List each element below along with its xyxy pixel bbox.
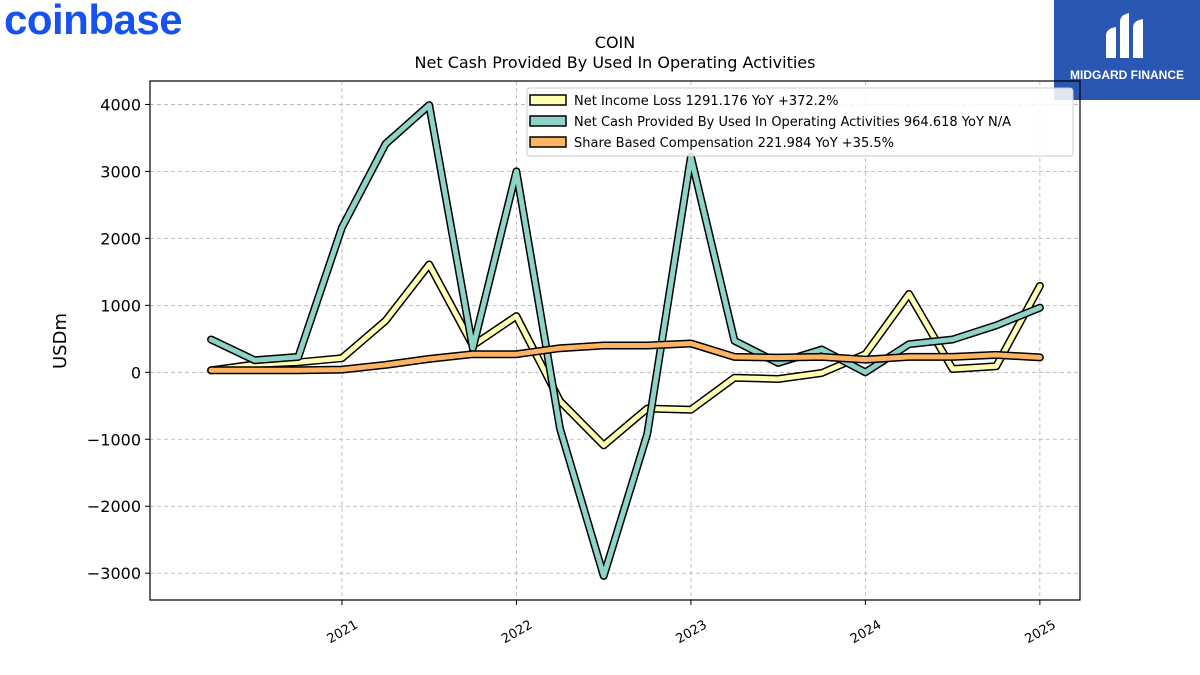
y-tick-label: −2000	[87, 497, 141, 516]
x-tick-label: 2021	[325, 618, 361, 648]
midgard-finance-logo: MIDGARD FINANCE	[1054, 0, 1200, 100]
y-axis-label: USDm	[50, 313, 71, 369]
x-tick-label: 2023	[674, 618, 710, 648]
x-tick-label: 2025	[1023, 618, 1059, 648]
plot-frame	[149, 80, 1081, 601]
x-tick-label: 2022	[499, 618, 535, 648]
coinbase-logo: coinbase	[4, 0, 183, 43]
series-line-share-based-compensation	[208, 341, 1043, 373]
series-line-net-income-loss	[208, 262, 1043, 448]
legend: Net Income Loss 1291.176 YoY +372.2% Net …	[526, 87, 1074, 157]
midgard-logo-mark	[1054, 0, 1200, 100]
series-line-net-cash-provided-by-used-in-operating-activities	[208, 102, 1043, 579]
y-tick-label: 1000	[100, 296, 141, 315]
legend-box	[526, 87, 1074, 157]
x-axis: 2021 2022 2023 2024 2025	[325, 600, 1059, 647]
series-lines	[207, 101, 1044, 580]
watermark-text: MIDGARD FINANCE	[1070, 68, 1184, 82]
legend-swatch	[529, 115, 567, 127]
y-tick-label: 2000	[100, 229, 141, 248]
legend-label: Share Based Compensation 221.984 YoY +35…	[574, 136, 894, 151]
y-axis: −3000 −2000 −1000 0 1000 2000 3000 4000	[87, 95, 150, 583]
y-tick-label: 0	[131, 363, 141, 382]
y-tick-label: 3000	[100, 162, 141, 181]
legend-label: Net Income Loss 1291.176 YoY +372.2%	[574, 94, 838, 109]
y-tick-label: −1000	[87, 430, 141, 449]
x-tick-label: 2024	[848, 618, 884, 648]
legend-label: Net Cash Provided By Used In Operating A…	[574, 115, 1011, 130]
y-tick-label: 4000	[100, 95, 141, 114]
legend-swatch	[529, 136, 567, 148]
y-tick-label: −3000	[87, 564, 141, 583]
legend-swatch	[529, 94, 567, 106]
chart-title: COIN	[595, 33, 635, 52]
chart-subtitle: Net Cash Provided By Used In Operating A…	[415, 53, 816, 72]
